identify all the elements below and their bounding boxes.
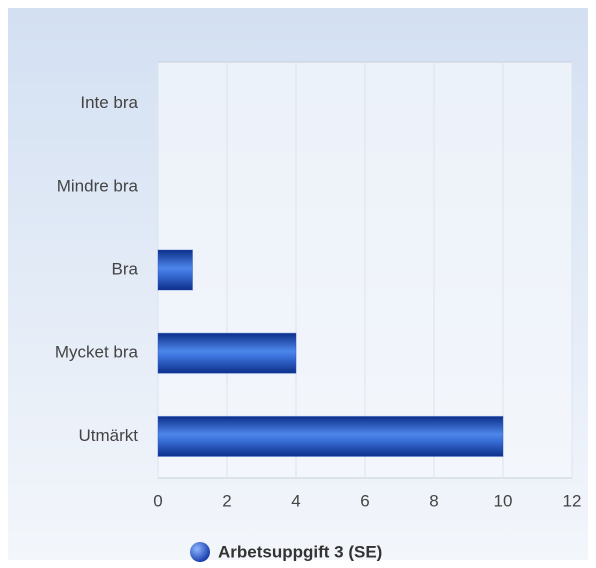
- bar: [157, 415, 504, 457]
- legend-marker: [190, 542, 210, 562]
- legend-label: Arbetsuppgift 3 (SE): [218, 542, 382, 561]
- bar: [157, 249, 193, 291]
- x-tick-label: 6: [360, 491, 369, 510]
- x-tick-label: 0: [153, 491, 162, 510]
- y-tick-label: Mycket bra: [55, 343, 139, 362]
- x-tick-label: 4: [291, 491, 300, 510]
- x-tick-label: 10: [494, 491, 513, 510]
- x-tick-label: 8: [429, 491, 438, 510]
- y-tick-label: Bra: [112, 259, 139, 278]
- x-tick-label: 12: [563, 491, 582, 510]
- bar: [157, 332, 297, 374]
- y-tick-label: Mindre bra: [57, 176, 139, 195]
- x-tick-label: 2: [222, 491, 231, 510]
- y-tick-label: Utmärkt: [79, 426, 139, 445]
- y-tick-label: Inte bra: [80, 93, 138, 112]
